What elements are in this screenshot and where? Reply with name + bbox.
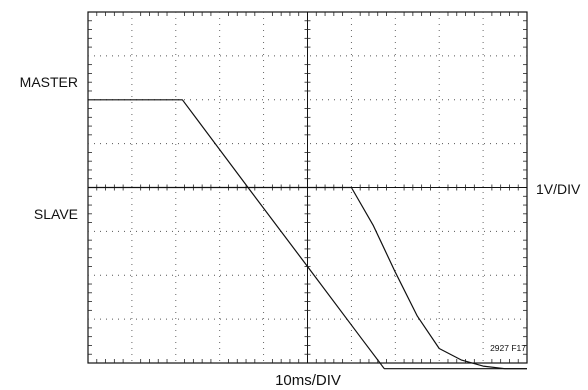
trace-master xyxy=(88,99,527,370)
waveform-traces xyxy=(88,99,527,370)
chart-labels: MASTER SLAVE 1V/DIV 10ms/DIV 2927 F17 xyxy=(20,74,581,389)
slave-trace-label: SLAVE xyxy=(34,206,78,222)
y-scale-label: 1V/DIV xyxy=(536,181,581,197)
x-scale-label: 10ms/DIV xyxy=(275,372,341,389)
graticule xyxy=(87,11,528,364)
trace-slave xyxy=(88,186,527,370)
figure-id-label: 2927 F17 xyxy=(490,343,526,353)
master-trace-label: MASTER xyxy=(20,74,78,90)
